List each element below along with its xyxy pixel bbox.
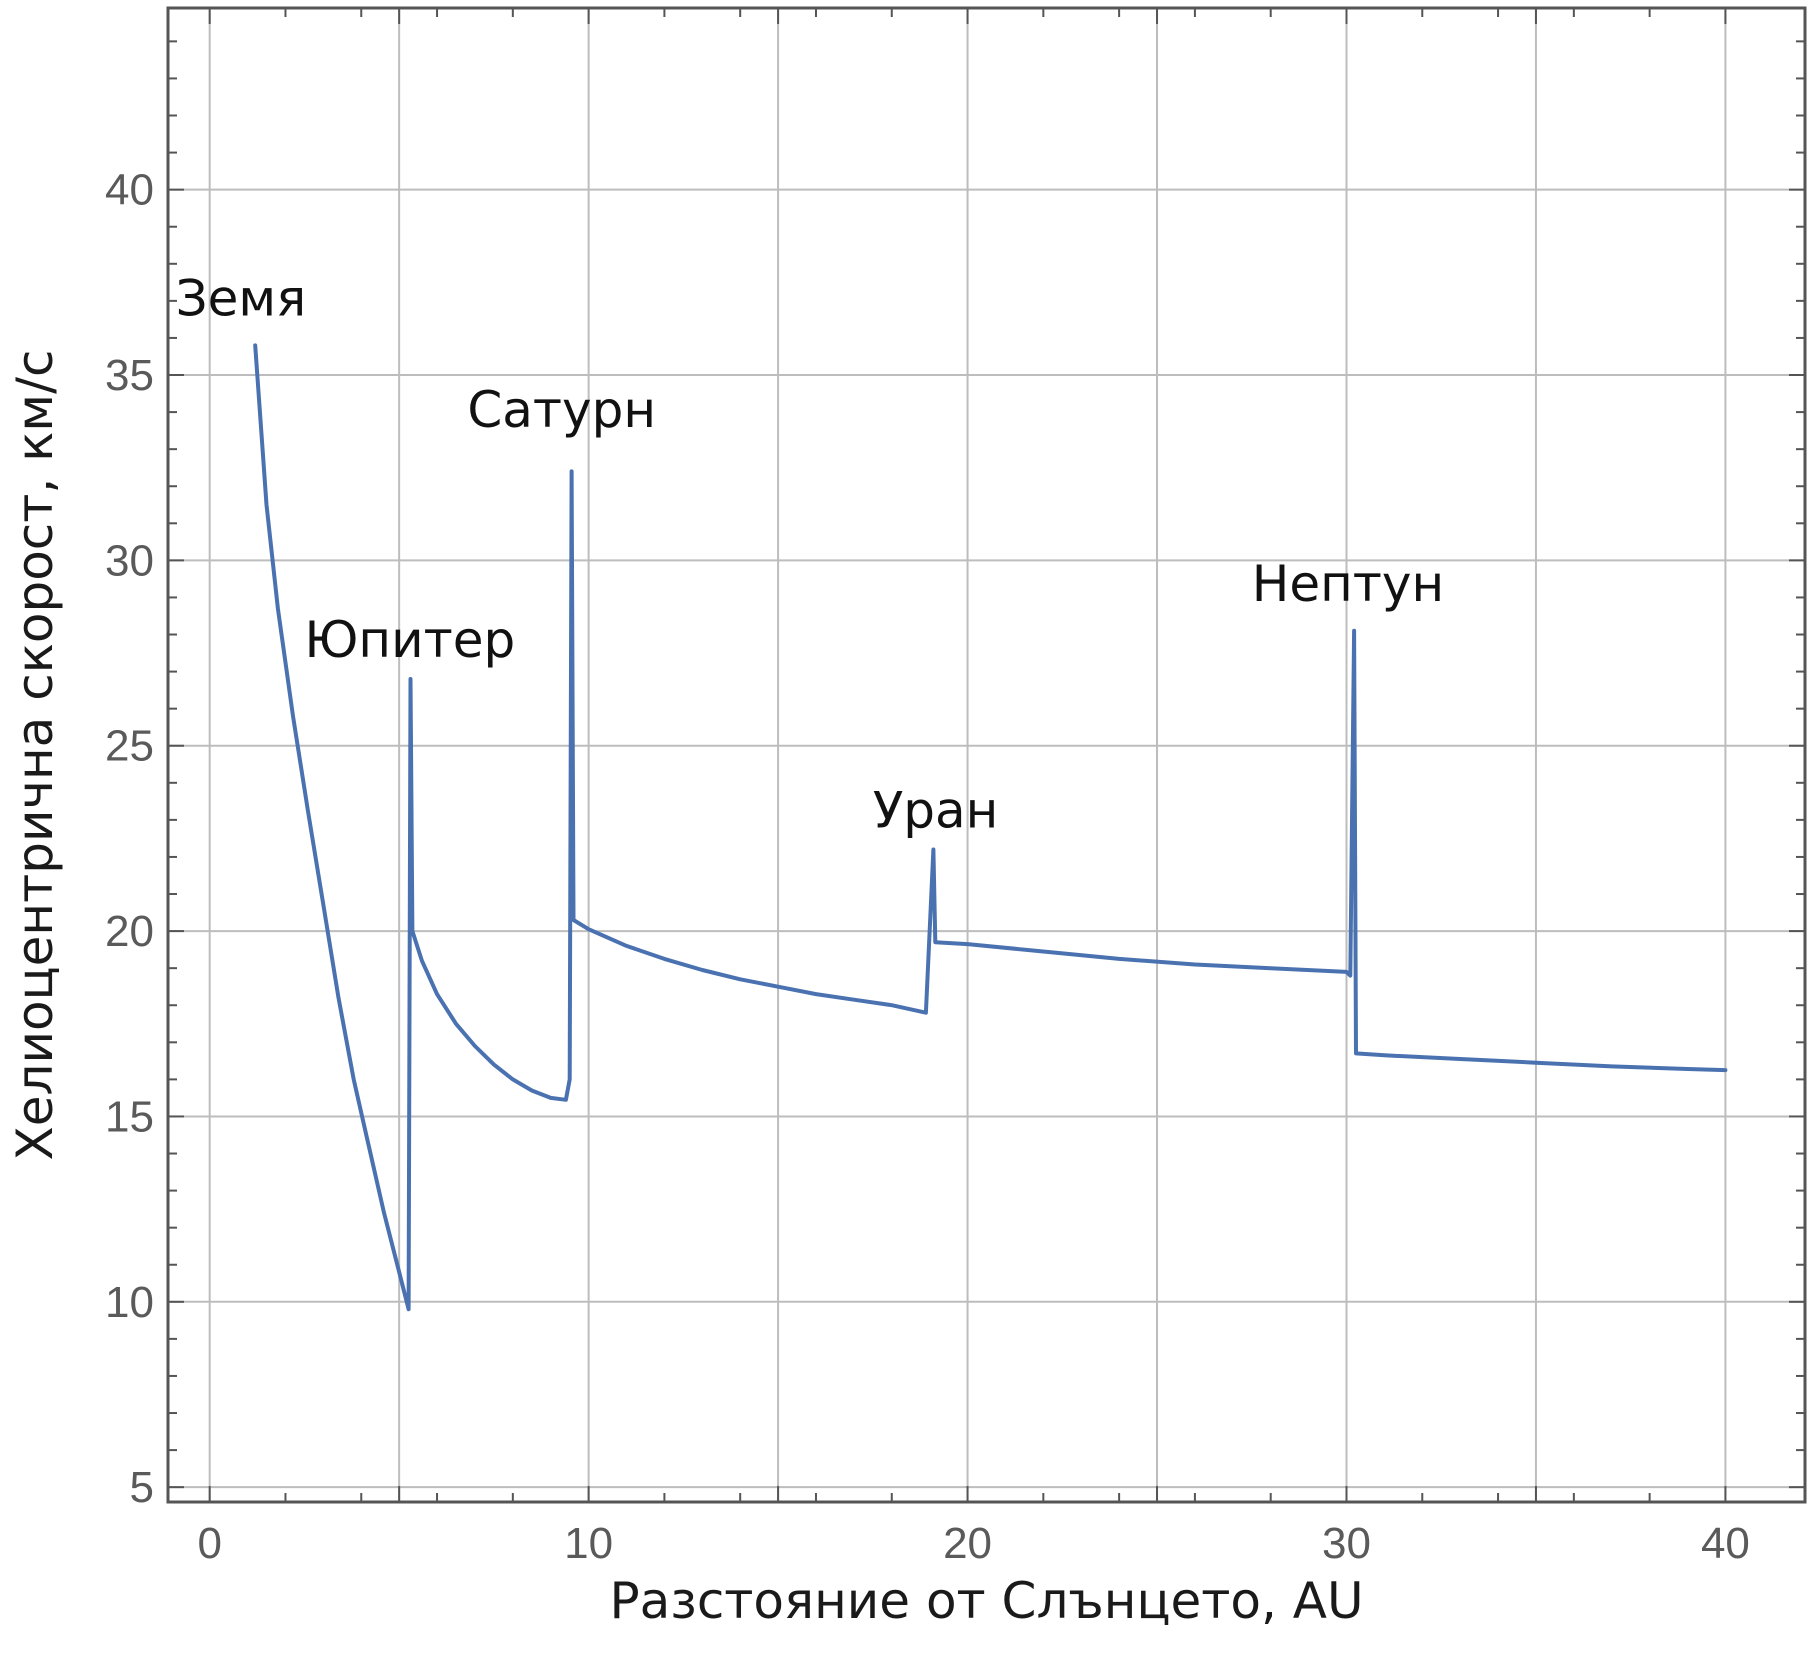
x-tick-label: 10: [564, 1519, 613, 1568]
planet-annotation: Сатурн: [467, 381, 656, 439]
y-tick-label: 35: [105, 351, 154, 400]
y-tick-label: 20: [105, 907, 154, 956]
y-axis-title: Хелиоцентрична скорост, км/с: [6, 350, 64, 1161]
y-tick-label: 10: [105, 1278, 154, 1327]
gridlines: [168, 8, 1805, 1502]
x-tick-label: 20: [943, 1519, 992, 1568]
series-line: [253, 343, 1728, 1312]
y-tick-label: 15: [105, 1092, 154, 1141]
axis-ticks: [168, 8, 1805, 1502]
planet-annotation: Уран: [873, 781, 999, 839]
y-tick-label: 30: [105, 536, 154, 585]
x-tick-label: 30: [1322, 1519, 1371, 1568]
x-tick-label: 40: [1701, 1519, 1750, 1568]
planet-annotation: Земя: [176, 270, 307, 328]
y-tick-label: 25: [105, 722, 154, 771]
planet-annotation: Юпитер: [304, 611, 515, 669]
y-tick-label: 40: [105, 166, 154, 215]
series-layer: [253, 343, 1728, 1312]
plot-frame: [166, 6, 1807, 1504]
planet-annotation: Нептун: [1252, 555, 1444, 613]
tick-labels: 0 10 20 30 40 5 10 15 20 25 30 35 40: [105, 166, 1750, 1568]
x-axis-title: Разстояние от Слънцето, AU: [609, 1572, 1363, 1630]
annotations: Земя Юпитер Сатурн Уран Нептун: [176, 270, 1445, 840]
y-tick-label: 5: [130, 1463, 154, 1512]
x-tick-label: 0: [197, 1519, 221, 1568]
